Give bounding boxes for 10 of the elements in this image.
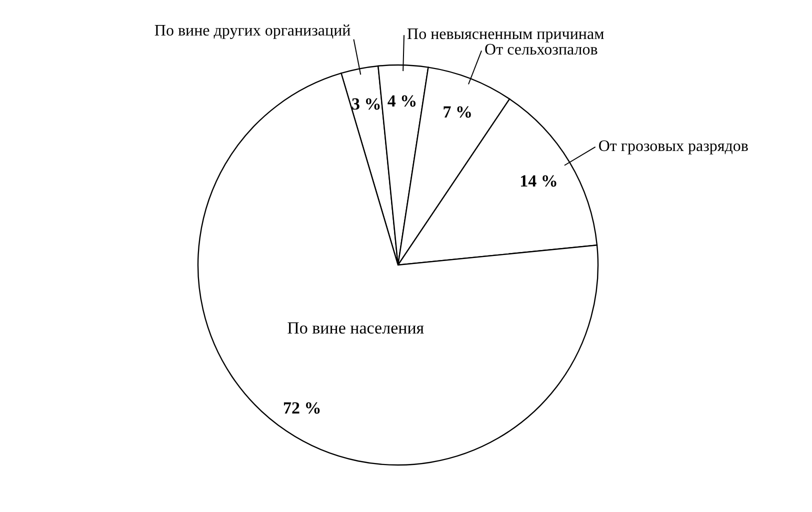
slice-label: По невыясненным причинам [407, 26, 604, 44]
data-label: 3 % [352, 94, 382, 114]
slice-label: От грозовых разрядов [598, 138, 749, 155]
slice-label: По вине других организаций [154, 22, 352, 40]
data-label: 72 % [282, 398, 322, 418]
data-label: 14 % [520, 171, 558, 190]
slice-label: По вине населения [287, 318, 424, 338]
data-label: 4 % [387, 92, 418, 111]
slice-label: От сельхозпалов [484, 42, 598, 59]
data-label: 7 % [442, 102, 472, 122]
